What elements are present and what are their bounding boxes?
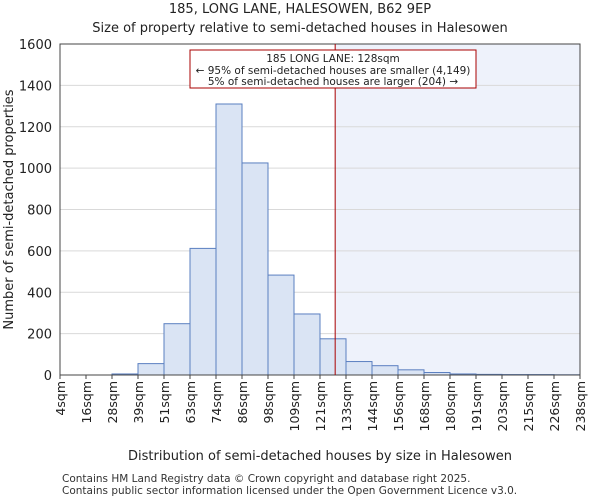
histogram-chart: 0 200 400 600 800 1000 1200 1400 1600 4sqm 16sqm 28… [2, 38, 588, 464]
chart-title: 185, LONG LANE, HALESOWEN, B62 9EP [168, 2, 432, 17]
x-tick-label: 51sqm [157, 381, 172, 424]
x-axis-label: Distribution of semi-detached houses by … [128, 449, 512, 464]
histogram-bar [137, 363, 165, 376]
x-tick-label: 121sqm [313, 381, 328, 431]
x-tick-label: 16sqm [79, 381, 94, 424]
y-axis-label: Number of semi-detached properties [2, 89, 17, 329]
x-tick-label: 168sqm [417, 381, 432, 431]
x-tick-label: 86sqm [235, 381, 250, 424]
histogram-bar [345, 361, 373, 376]
histogram-bar [267, 274, 295, 376]
x-tick-label: 109sqm [287, 381, 302, 431]
footer-licence: Contains public sector information licen… [62, 485, 518, 497]
annotation-line-3: 5% of semi-detached houses are larger (2… [208, 76, 459, 88]
x-tick-label: 98sqm [261, 381, 276, 424]
histogram-bar [319, 338, 347, 376]
histogram-bar [241, 162, 269, 376]
y-tick-label: 1200 [19, 121, 52, 136]
x-tick-label: 238sqm [573, 381, 588, 431]
x-tick-label: 74sqm [209, 381, 224, 424]
x-tick-label: 39sqm [131, 381, 146, 424]
x-tick-label: 226sqm [547, 381, 562, 431]
histogram-bar [163, 323, 191, 376]
y-tick-label: 1400 [19, 79, 52, 94]
y-tick-label: 1000 [19, 162, 52, 177]
x-tick-label: 191sqm [469, 381, 484, 431]
x-tick-label: 215sqm [521, 381, 536, 431]
y-tick-label: 0 [44, 369, 52, 384]
footer-copyright: Contains HM Land Registry data © Crown c… [62, 473, 471, 485]
histogram-bar [397, 369, 425, 376]
x-tick-label: 203sqm [495, 381, 510, 431]
x-tick-label: 144sqm [365, 381, 380, 431]
x-tick-label: 156sqm [391, 381, 406, 431]
annotation-box [189, 49, 477, 89]
x-tick-label: 4sqm [53, 381, 68, 416]
annotation-line-1: 185 LONG LANE: 128sqm [266, 53, 400, 65]
histogram-bar [189, 247, 217, 376]
histogram-bar [371, 365, 399, 376]
y-tick-label: 600 [27, 245, 52, 260]
x-tick-label: 63sqm [183, 381, 198, 424]
histogram-bar [293, 313, 321, 376]
histogram-bar [215, 103, 243, 376]
x-tick-label: 133sqm [339, 381, 354, 431]
annotation-line-2: ← 95% of semi-detached houses are smalle… [196, 65, 471, 77]
y-tick-label: 400 [27, 286, 52, 301]
chart-subtitle: Size of property relative to semi-detach… [92, 21, 508, 36]
x-tick-label: 28sqm [105, 381, 120, 424]
x-tick-label: 180sqm [443, 381, 458, 431]
y-tick-label: 200 [27, 328, 52, 343]
y-tick-label: 1600 [19, 38, 52, 53]
y-tick-label: 800 [27, 204, 52, 219]
